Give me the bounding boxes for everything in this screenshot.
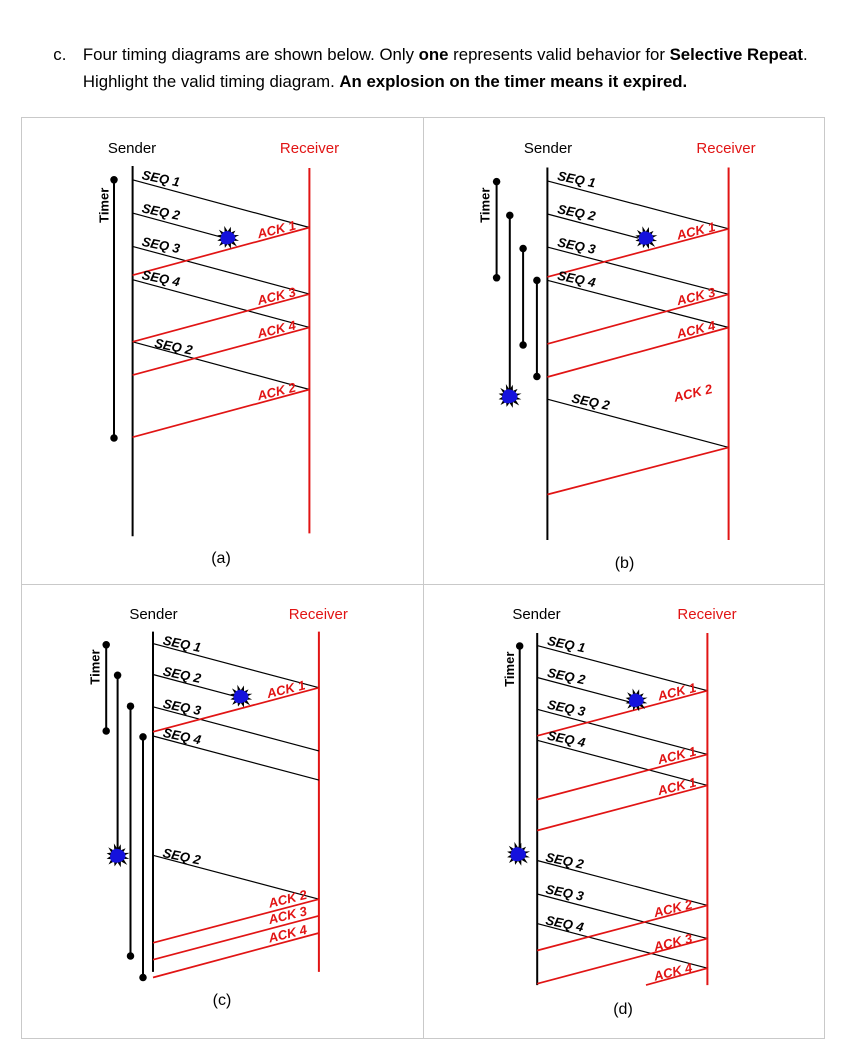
svg-text:ACK 4: ACK 4 (651, 960, 694, 984)
svg-text:SEQ 2: SEQ 2 (556, 201, 597, 223)
svg-text:SEQ 1: SEQ 1 (141, 167, 182, 189)
svg-text:SEQ 4: SEQ 4 (546, 728, 587, 750)
svg-text:ACK 1: ACK 1 (255, 218, 297, 242)
svg-text:(d): (d) (613, 1001, 633, 1018)
svg-text:ACK 4: ACK 4 (255, 317, 298, 341)
svg-text:ACK 1: ACK 1 (264, 677, 306, 701)
svg-text:ACK 3: ACK 3 (255, 284, 298, 308)
svg-text:ACK 2: ACK 2 (651, 896, 694, 920)
svg-text:Timer: Timer (502, 652, 517, 687)
svg-text:ACK 3: ACK 3 (651, 930, 694, 954)
svg-text:(b): (b) (615, 555, 635, 572)
svg-text:SEQ 1: SEQ 1 (556, 168, 597, 190)
svg-text:Sender: Sender (524, 140, 572, 157)
svg-text:Timer: Timer (477, 188, 492, 223)
svg-text:SEQ 3: SEQ 3 (141, 234, 182, 256)
svg-text:SEQ 4: SEQ 4 (544, 912, 585, 934)
svg-text:Timer: Timer (88, 649, 103, 684)
svg-text:ACK 4: ACK 4 (674, 318, 717, 342)
svg-text:Timer: Timer (97, 188, 112, 223)
svg-text:ACK 1: ACK 1 (655, 775, 697, 799)
svg-text:(c): (c) (213, 992, 232, 1009)
svg-text:ACK 2: ACK 2 (671, 381, 714, 405)
svg-text:Receiver: Receiver (696, 140, 755, 157)
svg-text:SEQ 2: SEQ 2 (544, 849, 585, 871)
svg-text:SEQ 2: SEQ 2 (153, 335, 194, 357)
svg-text:Sender: Sender (512, 606, 560, 623)
svg-text:SEQ 4: SEQ 4 (556, 268, 597, 290)
svg-text:SEQ 2: SEQ 2 (546, 665, 587, 687)
svg-text:SEQ 3: SEQ 3 (546, 697, 587, 719)
svg-text:SEQ 1: SEQ 1 (546, 633, 587, 655)
svg-text:ACK 1: ACK 1 (674, 219, 716, 243)
svg-text:ACK 3: ACK 3 (674, 284, 717, 308)
svg-text:SEQ 4: SEQ 4 (141, 267, 182, 289)
svg-text:SEQ 2: SEQ 2 (570, 391, 611, 413)
svg-text:Receiver: Receiver (289, 606, 348, 623)
svg-text:Sender: Sender (108, 140, 156, 157)
svg-text:SEQ 2: SEQ 2 (141, 201, 182, 223)
svg-text:Receiver: Receiver (677, 606, 736, 623)
svg-text:SEQ 3: SEQ 3 (556, 235, 597, 257)
svg-text:SEQ 3: SEQ 3 (544, 881, 585, 903)
svg-text:SEQ 1: SEQ 1 (162, 633, 203, 655)
svg-text:ACK 1: ACK 1 (655, 680, 697, 704)
svg-text:ACK 1: ACK 1 (655, 744, 697, 768)
svg-text:(a): (a) (211, 550, 231, 567)
svg-text:Sender: Sender (129, 606, 177, 623)
svg-text:Receiver: Receiver (280, 140, 339, 157)
svg-text:ACK 2: ACK 2 (255, 379, 298, 403)
svg-text:SEQ 2: SEQ 2 (162, 845, 203, 867)
